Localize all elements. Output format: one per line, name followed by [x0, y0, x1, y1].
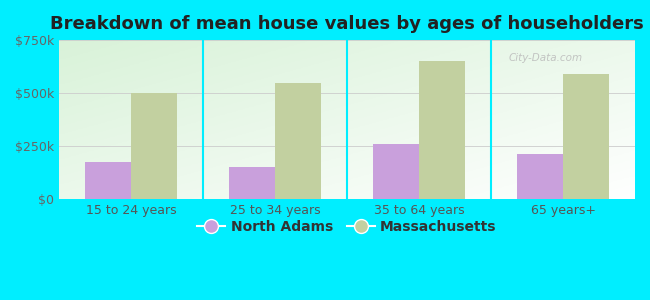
Bar [373, 144, 419, 199]
Legend: North Adams, Massachusetts: North Adams, Massachusetts [192, 214, 502, 239]
Bar [517, 154, 563, 199]
Bar [131, 93, 177, 199]
Text: City-Data.com: City-Data.com [508, 53, 582, 63]
Bar [229, 167, 275, 199]
Title: Breakdown of mean house values by ages of householders: Breakdown of mean house values by ages o… [50, 15, 644, 33]
Bar [275, 83, 321, 199]
Bar [563, 74, 609, 199]
Bar [85, 162, 131, 199]
Bar [419, 61, 465, 199]
